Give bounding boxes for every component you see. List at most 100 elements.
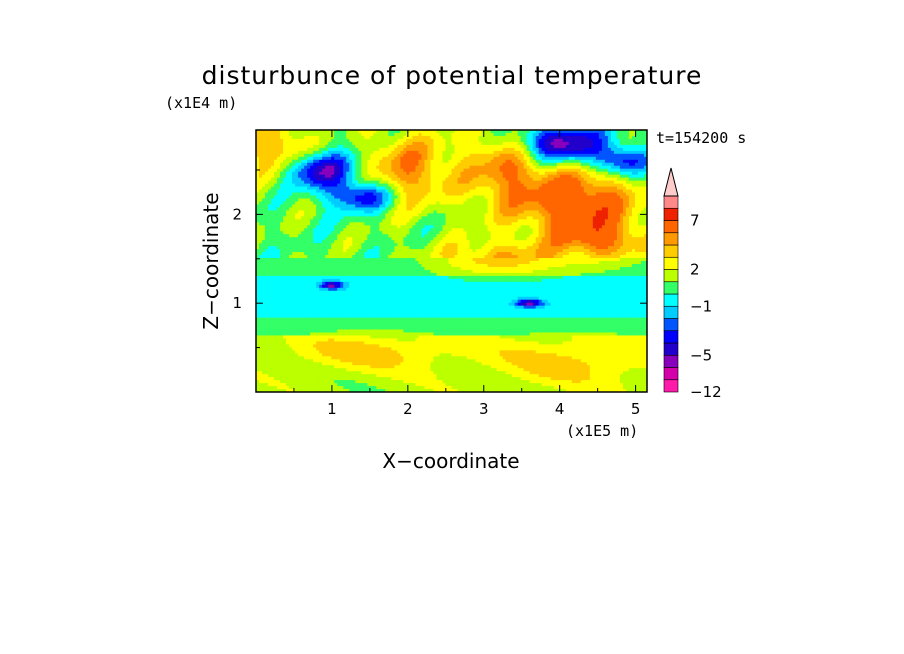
heatmap-cell <box>301 225 305 229</box>
heatmap-cell <box>376 293 380 298</box>
heatmap-cell <box>376 263 380 268</box>
heatmap-cell <box>265 278 269 283</box>
heatmap-cell <box>262 156 266 161</box>
heatmap-cell <box>349 228 353 232</box>
heatmap-cell <box>394 287 398 292</box>
heatmap-cell <box>313 278 317 283</box>
heatmap-cell <box>310 249 314 253</box>
heatmap-cell <box>274 365 278 369</box>
heatmap-cell <box>397 311 401 315</box>
heatmap-cell <box>310 201 314 205</box>
heatmap-cell <box>403 177 407 182</box>
heatmap-cell <box>295 132 299 137</box>
heatmap-cell <box>400 210 404 214</box>
heatmap-cell <box>415 177 419 182</box>
heatmap-cell <box>280 234 284 238</box>
heatmap-cell <box>349 243 353 247</box>
heatmap-cell <box>376 258 380 262</box>
heatmap-cell <box>289 147 293 152</box>
heatmap-cell <box>256 338 260 342</box>
heatmap-cell <box>343 192 347 196</box>
heatmap-cell <box>277 362 281 366</box>
heatmap-cell <box>307 210 311 214</box>
heatmap-cell <box>268 198 272 202</box>
heatmap-cell <box>403 332 407 336</box>
heatmap-cell <box>280 302 284 307</box>
heatmap-cell <box>307 258 311 262</box>
heatmap-cell <box>325 174 329 179</box>
heatmap-cell <box>319 284 323 289</box>
heatmap-cell <box>352 240 356 244</box>
heatmap-cell <box>286 189 290 193</box>
heatmap-cell <box>277 204 281 208</box>
heatmap-cell <box>355 150 359 155</box>
heatmap-cell <box>397 359 401 363</box>
heatmap-cell <box>349 371 353 375</box>
heatmap-cell <box>298 368 302 372</box>
heatmap-cell <box>373 234 377 238</box>
heatmap-cell <box>391 275 395 280</box>
heatmap-cell <box>298 359 302 363</box>
heatmap-cell <box>352 314 356 318</box>
heatmap-cell <box>307 246 311 250</box>
heatmap-cell <box>328 168 332 173</box>
heatmap-cell <box>298 386 302 390</box>
heatmap-cell <box>400 228 404 232</box>
heatmap-cell <box>424 249 428 253</box>
heatmap-cell <box>277 329 281 333</box>
heatmap-cell <box>424 225 428 229</box>
heatmap-cell <box>358 356 362 360</box>
heatmap-cell <box>388 359 392 363</box>
heatmap-cell <box>397 225 401 229</box>
heatmap-cell <box>304 263 308 268</box>
heatmap-cell <box>415 311 419 315</box>
heatmap-cell <box>337 287 341 292</box>
heatmap-cell <box>403 204 407 208</box>
heatmap-cell <box>379 290 383 295</box>
heatmap-cell <box>319 192 323 196</box>
heatmap-cell <box>418 144 422 149</box>
heatmap-cell <box>265 228 269 232</box>
heatmap-cell <box>403 165 407 170</box>
heatmap-cell <box>349 165 353 170</box>
heatmap-cell <box>412 213 416 217</box>
heatmap-cell <box>394 144 398 149</box>
heatmap-cell <box>394 320 398 324</box>
heatmap-cell <box>286 332 290 336</box>
heatmap-cell <box>277 225 281 229</box>
heatmap-cell <box>361 198 365 202</box>
heatmap-cell <box>382 219 386 223</box>
heatmap-cell <box>310 365 314 369</box>
heatmap-cell <box>265 308 269 313</box>
heatmap-cell <box>388 290 392 295</box>
heatmap-cell <box>361 201 365 205</box>
heatmap-cell <box>337 243 341 247</box>
heatmap-cell <box>262 356 266 360</box>
heatmap-cell <box>403 272 407 277</box>
heatmap-cell <box>304 153 308 158</box>
heatmap-cell <box>358 258 362 262</box>
heatmap-cell <box>406 189 410 193</box>
heatmap-cell <box>403 308 407 313</box>
heatmap-cell <box>382 263 386 268</box>
heatmap-cell <box>412 311 416 315</box>
heatmap-cell <box>322 308 326 313</box>
heatmap-cell <box>277 380 281 384</box>
heatmap-cell <box>355 323 359 327</box>
heatmap-cell <box>316 272 320 277</box>
heatmap-cell <box>376 201 380 205</box>
heatmap-cell <box>259 186 263 190</box>
heatmap-cell <box>289 216 293 220</box>
heatmap-cell <box>340 377 344 381</box>
heatmap-cell <box>421 156 425 161</box>
heatmap-cell <box>397 165 401 170</box>
heatmap-cell <box>289 255 293 259</box>
heatmap-cell <box>283 204 287 208</box>
heatmap-cell <box>262 320 266 324</box>
heatmap-cell <box>409 168 413 173</box>
heatmap-cell <box>412 243 416 247</box>
heatmap-cell <box>316 329 320 333</box>
heatmap-cell <box>394 326 398 330</box>
heatmap-cell <box>343 213 347 217</box>
heatmap-cell <box>373 347 377 351</box>
